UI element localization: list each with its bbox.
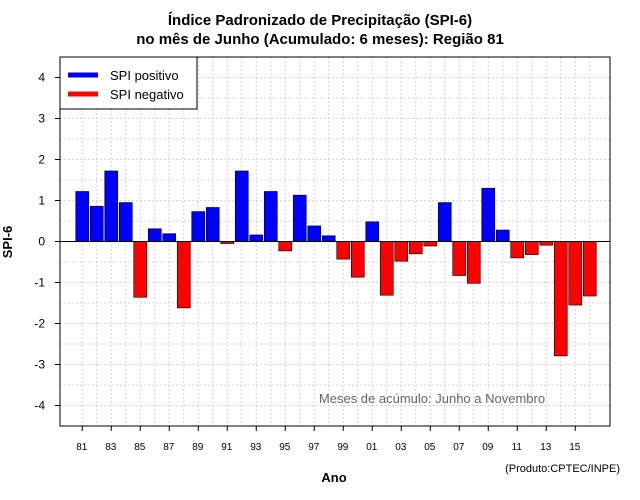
bar-2013 <box>539 241 554 246</box>
y-axis-label: SPI-6 <box>0 226 15 259</box>
chart-title-line-1: Índice Padronizado de Precipitação (SPI-… <box>167 12 473 29</box>
bar-1983 <box>104 170 119 242</box>
bar-2009 <box>481 187 496 242</box>
bar-1990 <box>205 207 220 242</box>
accumulation-annotation: Meses de acúmulo: Junho a Novembro <box>319 391 545 406</box>
bar-2016 <box>582 241 597 297</box>
legend-label-negative: SPI negativo <box>110 87 184 102</box>
bar-1984 <box>118 202 133 242</box>
y-tick-label: -4 <box>34 399 45 413</box>
y-tick-label: 1 <box>38 194 45 208</box>
bar-1992 <box>234 170 249 242</box>
x-tick-label: 97 <box>308 442 320 453</box>
product-credit: (Produto:CPTEC/INPE) <box>505 463 620 475</box>
bar-1998 <box>321 235 336 242</box>
bar-1994 <box>263 191 278 242</box>
bar-2008 <box>466 241 481 284</box>
legend-label-positive: SPI positivo <box>110 68 179 83</box>
bar-1981 <box>75 191 90 242</box>
bar-1982 <box>89 205 104 242</box>
bar-2010 <box>495 229 510 242</box>
bar-2004 <box>408 241 423 255</box>
bar-1996 <box>292 194 307 242</box>
x-tick-label: 11 <box>512 442 523 453</box>
bars <box>75 170 597 357</box>
bar-2005 <box>423 241 438 247</box>
y-tick-label: 4 <box>38 71 45 85</box>
x-tick-label: 85 <box>134 442 146 453</box>
x-tick-label: 81 <box>76 442 88 453</box>
x-tick-label: 13 <box>540 442 552 453</box>
y-tick-label: -2 <box>34 317 45 331</box>
x-tick-label: 99 <box>337 442 349 453</box>
bar-1986 <box>147 228 162 242</box>
legend-box <box>59 56 198 110</box>
bar-1999 <box>336 241 351 260</box>
bar-2002 <box>379 241 394 296</box>
x-tick-label: 05 <box>424 442 436 453</box>
x-tick-label: 03 <box>395 442 407 453</box>
x-tick-label: 09 <box>482 442 494 453</box>
y-tick-label: -3 <box>34 358 45 372</box>
y-tick-label: 2 <box>38 153 45 167</box>
bar-1995 <box>278 241 293 252</box>
x-tick-label: 87 <box>163 442 175 453</box>
bar-2007 <box>452 241 467 276</box>
bar-1993 <box>249 234 264 242</box>
bar-2000 <box>350 241 365 278</box>
bar-1987 <box>162 233 177 242</box>
x-axis-label: Ano <box>321 470 346 485</box>
chart-title-line-2: no mês de Junho (Acumulado: 6 meses): Re… <box>136 31 504 48</box>
bar-2003 <box>394 241 409 262</box>
y-tick-label: 3 <box>38 112 45 126</box>
bar-2015 <box>568 241 583 306</box>
bar-1997 <box>307 225 322 242</box>
bar-2001 <box>365 221 380 242</box>
y-tick-label: -1 <box>34 276 45 290</box>
legend: SPI positivo SPI negativo <box>59 56 198 110</box>
x-tick-label: 15 <box>569 442 581 453</box>
y-tick-label: 0 <box>38 235 45 249</box>
x-tick-label: 83 <box>105 442 117 453</box>
bar-2011 <box>510 241 525 259</box>
bar-1988 <box>176 241 191 309</box>
bar-1989 <box>191 211 206 242</box>
x-tick-label: 89 <box>192 442 204 453</box>
bar-1985 <box>133 241 148 298</box>
x-tick-label: 07 <box>453 442 465 453</box>
x-tick-label: 93 <box>250 442 262 453</box>
x-tick-label: 01 <box>366 442 378 453</box>
bar-2006 <box>437 202 452 242</box>
x-tick-label: 95 <box>279 442 291 453</box>
x-tick-label: 91 <box>221 442 233 453</box>
bar-2014 <box>553 241 568 357</box>
bar-2012 <box>524 241 539 255</box>
